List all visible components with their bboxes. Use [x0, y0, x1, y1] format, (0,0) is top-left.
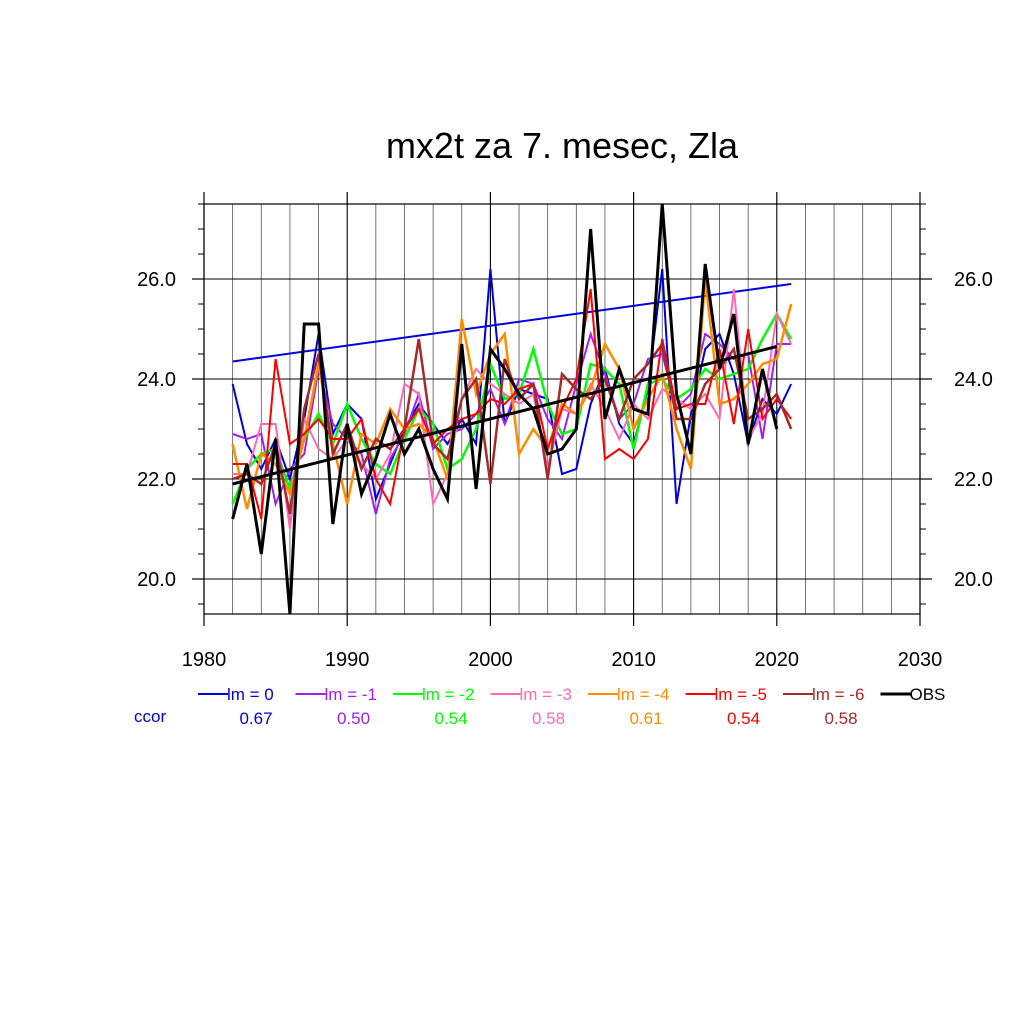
plot-frame: [203, 203, 921, 615]
ccor-label: ccor: [134, 707, 166, 726]
y-tick-label: 22.0: [137, 469, 176, 491]
legend-label: lm = 0: [227, 685, 274, 704]
axes: 1980 1990 2000 2010 2020 2030 20.0 20.0 22.0 22.0…: [137, 192, 993, 671]
x-tick-label: 1980: [182, 649, 227, 671]
x-tick-label: 2030: [898, 649, 943, 671]
chart-title: mx2t za 7. mesec, Zla: [386, 125, 739, 166]
x-tick-label: 2000: [468, 649, 513, 671]
ccor-value: 0.61: [629, 709, 662, 728]
ccor-value: 0.54: [727, 709, 760, 728]
legend-label: lm = -3: [520, 685, 572, 704]
legend-label: lm = -2: [422, 685, 474, 704]
y-tick-label: 20.0: [137, 569, 176, 591]
ccor-value: 0.54: [434, 709, 467, 728]
y-tick-label-right: 20.0: [954, 569, 993, 591]
legend-label: lm = -6: [812, 685, 864, 704]
x-tick-label: 1990: [325, 649, 370, 671]
y-tick-label: 24.0: [137, 369, 176, 391]
ccor-value: 0.50: [337, 709, 370, 728]
y-tick-label: 26.0: [137, 269, 176, 291]
legend-label: lm = -1: [325, 685, 377, 704]
legend-label: lm = -5: [715, 685, 767, 704]
trend-line-lm-0: [232, 283, 792, 363]
series-line-OBS: [231, 203, 779, 615]
legend-label: OBS: [910, 685, 946, 704]
x-tick-label: 2020: [755, 649, 800, 671]
plot-lines: [231, 203, 793, 615]
y-tick-label-right: 26.0: [954, 269, 993, 291]
y-tick-label-right: 24.0: [954, 369, 993, 391]
legend: lm = 0 0.67 lm = -1 0.50 lm = -2 0.54 lm = -3 0…: [134, 685, 945, 728]
y-tick-label-right: 22.0: [954, 469, 993, 491]
trend-line-OBS: [232, 345, 778, 486]
ccor-value: 0.58: [532, 709, 565, 728]
ccor-value: 0.58: [824, 709, 857, 728]
ccor-value: 0.67: [239, 709, 272, 728]
legend-label: lm = -4: [617, 685, 669, 704]
x-tick-label: 2010: [611, 649, 656, 671]
